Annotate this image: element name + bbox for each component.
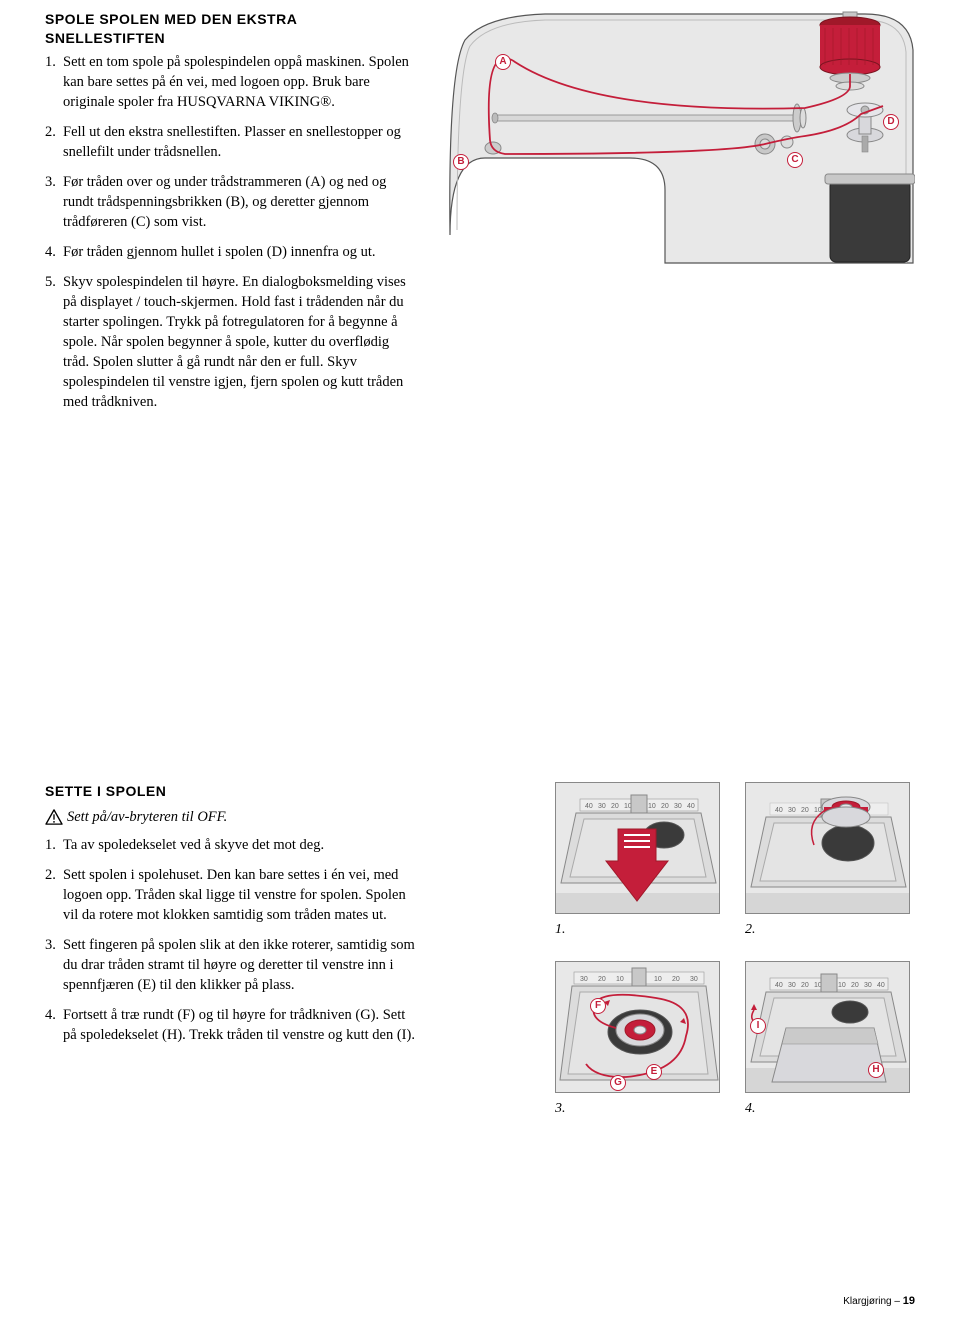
footer-section: Klargjøring bbox=[843, 1296, 891, 1307]
svg-text:20: 20 bbox=[801, 982, 809, 989]
bobbin-winding-diagram bbox=[445, 10, 915, 265]
figure-caption: 4. bbox=[745, 1099, 910, 1118]
svg-text:30: 30 bbox=[864, 982, 872, 989]
svg-text:20: 20 bbox=[598, 976, 606, 983]
label-h: H bbox=[868, 1062, 884, 1078]
list-item: Skyv spolespindelen til høyre. En dialog… bbox=[45, 272, 415, 412]
svg-text:20: 20 bbox=[801, 807, 809, 814]
section1-title: SPOLE SPOLEN MED DEN EKSTRA SNELLESTIFTE… bbox=[45, 10, 415, 48]
list-item: Sett en tom spole på spolespindelen oppå… bbox=[45, 52, 415, 112]
figure-caption: 3. bbox=[555, 1099, 720, 1118]
figure-4: 40 30 20 10 10 20 30 40 bbox=[745, 961, 910, 1093]
svg-text:40: 40 bbox=[687, 803, 695, 810]
svg-text:30: 30 bbox=[788, 807, 796, 814]
svg-text:30: 30 bbox=[598, 803, 606, 810]
warning-text: Sett på/av-bryteren til OFF. bbox=[67, 807, 227, 827]
label-e: E bbox=[646, 1064, 662, 1080]
svg-text:40: 40 bbox=[585, 803, 593, 810]
svg-text:10: 10 bbox=[654, 976, 662, 983]
page-footer: Klargjøring – 19 bbox=[843, 1294, 915, 1309]
label-i: I bbox=[750, 1018, 766, 1034]
svg-text:20: 20 bbox=[611, 803, 619, 810]
label-a: A bbox=[495, 54, 511, 70]
label-b: B bbox=[453, 154, 469, 170]
svg-text:10: 10 bbox=[838, 982, 846, 989]
svg-text:10: 10 bbox=[616, 976, 624, 983]
page-number: 19 bbox=[903, 1295, 915, 1307]
label-d: D bbox=[883, 114, 899, 130]
section1-list: Sett en tom spole på spolespindelen oppå… bbox=[45, 52, 415, 412]
list-item: Sett spolen i spolehuset. Den kan bare s… bbox=[45, 865, 415, 925]
svg-text:40: 40 bbox=[775, 807, 783, 814]
label-c: C bbox=[787, 152, 803, 168]
figure-caption: 1. bbox=[555, 920, 720, 939]
list-item: Før tråden gjennom hullet i spolen (D) i… bbox=[45, 242, 415, 262]
list-item: Før tråden over og under trådstrammeren … bbox=[45, 172, 415, 232]
figure-caption: 2. bbox=[745, 920, 910, 939]
list-item: Fortsett å træ rundt (F) og til høyre fo… bbox=[45, 1005, 415, 1045]
section2-list: Ta av spoledekselet ved å skyve det mot … bbox=[45, 835, 415, 1045]
warning-icon bbox=[45, 809, 63, 825]
list-item: Fell ut den ekstra snellestiften. Plasse… bbox=[45, 122, 415, 162]
svg-text:20: 20 bbox=[661, 803, 669, 810]
svg-text:30: 30 bbox=[788, 982, 796, 989]
figure-1: 40 30 20 10 10 20 30 40 bbox=[555, 782, 720, 914]
figure-2: 40 30 20 10 bbox=[745, 782, 910, 914]
label-g: G bbox=[610, 1075, 626, 1091]
svg-text:40: 40 bbox=[775, 982, 783, 989]
figure-3: 30 20 10 10 20 30 bbox=[555, 961, 720, 1093]
label-f: F bbox=[590, 998, 606, 1014]
warning-line: Sett på/av-bryteren til OFF. bbox=[45, 807, 415, 827]
svg-text:20: 20 bbox=[851, 982, 859, 989]
svg-text:40: 40 bbox=[877, 982, 885, 989]
svg-text:10: 10 bbox=[648, 803, 656, 810]
list-item: Ta av spoledekselet ved å skyve det mot … bbox=[45, 835, 415, 855]
svg-text:30: 30 bbox=[690, 976, 698, 983]
section2-title: SETTE I SPOLEN bbox=[45, 782, 415, 801]
svg-text:30: 30 bbox=[580, 976, 588, 983]
svg-text:20: 20 bbox=[672, 976, 680, 983]
list-item: Sett fingeren på spolen slik at den ikke… bbox=[45, 935, 415, 995]
svg-text:30: 30 bbox=[674, 803, 682, 810]
